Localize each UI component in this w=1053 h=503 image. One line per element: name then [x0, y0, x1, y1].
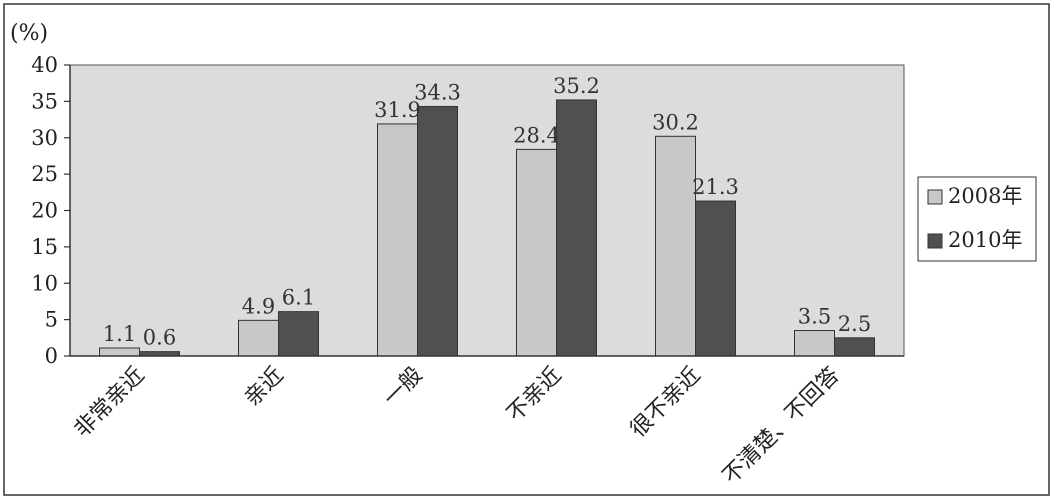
bar-series-1 [516, 148, 557, 357]
y-tick-label: 30 [31, 126, 58, 150]
legend-swatch [927, 189, 943, 205]
legend: 2008年 2010年 [917, 176, 1037, 262]
bar-series-1 [238, 319, 279, 357]
y-tick-label: 10 [31, 271, 58, 295]
y-axis: 0 5 10 15 20 25 30 35 40 [31, 53, 71, 368]
bar-series-1 [99, 347, 140, 357]
data-label: 35.2 [553, 74, 600, 98]
bars [99, 99, 875, 357]
bar-series-1 [655, 135, 696, 357]
data-label: 3.5 [798, 305, 831, 329]
bar-series-1 [794, 330, 835, 357]
bar-series-2 [695, 200, 736, 357]
data-label: 4.9 [242, 294, 275, 318]
plot-area [69, 64, 905, 357]
y-tick-label: 25 [31, 162, 58, 186]
data-label: 2.5 [838, 312, 871, 336]
data-label: 1.1 [103, 322, 136, 346]
legend-label: 2010年 [948, 228, 1022, 252]
bar-series-2 [417, 105, 458, 357]
bar-series-2 [278, 311, 319, 357]
y-axis-unit-label: (%) [10, 21, 48, 46]
data-label: 6.1 [282, 286, 315, 310]
data-label: 31.9 [374, 98, 421, 122]
bar-series-1 [377, 123, 418, 357]
y-tick-label: 0 [45, 344, 58, 368]
y-tick-label: 35 [31, 89, 58, 113]
y-tick-label: 40 [31, 53, 58, 77]
y-tick-label: 15 [31, 235, 58, 259]
data-label: 34.3 [414, 80, 461, 104]
data-label: 0.6 [143, 326, 176, 350]
data-label: 28.4 [513, 123, 560, 147]
bar-series-2 [834, 337, 875, 357]
data-label: 21.3 [692, 175, 739, 199]
legend-label: 2008年 [948, 184, 1022, 208]
bar-series-2 [556, 99, 597, 357]
data-labels: 1.1 0.6 4.9 6.1 31.934.3 28.4 35.2 30.2 21.3 3.5 2… [103, 74, 871, 350]
y-tick-label: 20 [31, 199, 58, 223]
legend-swatch [927, 233, 943, 249]
y-tick-label: 5 [45, 308, 58, 332]
data-label: 30.2 [652, 110, 699, 134]
